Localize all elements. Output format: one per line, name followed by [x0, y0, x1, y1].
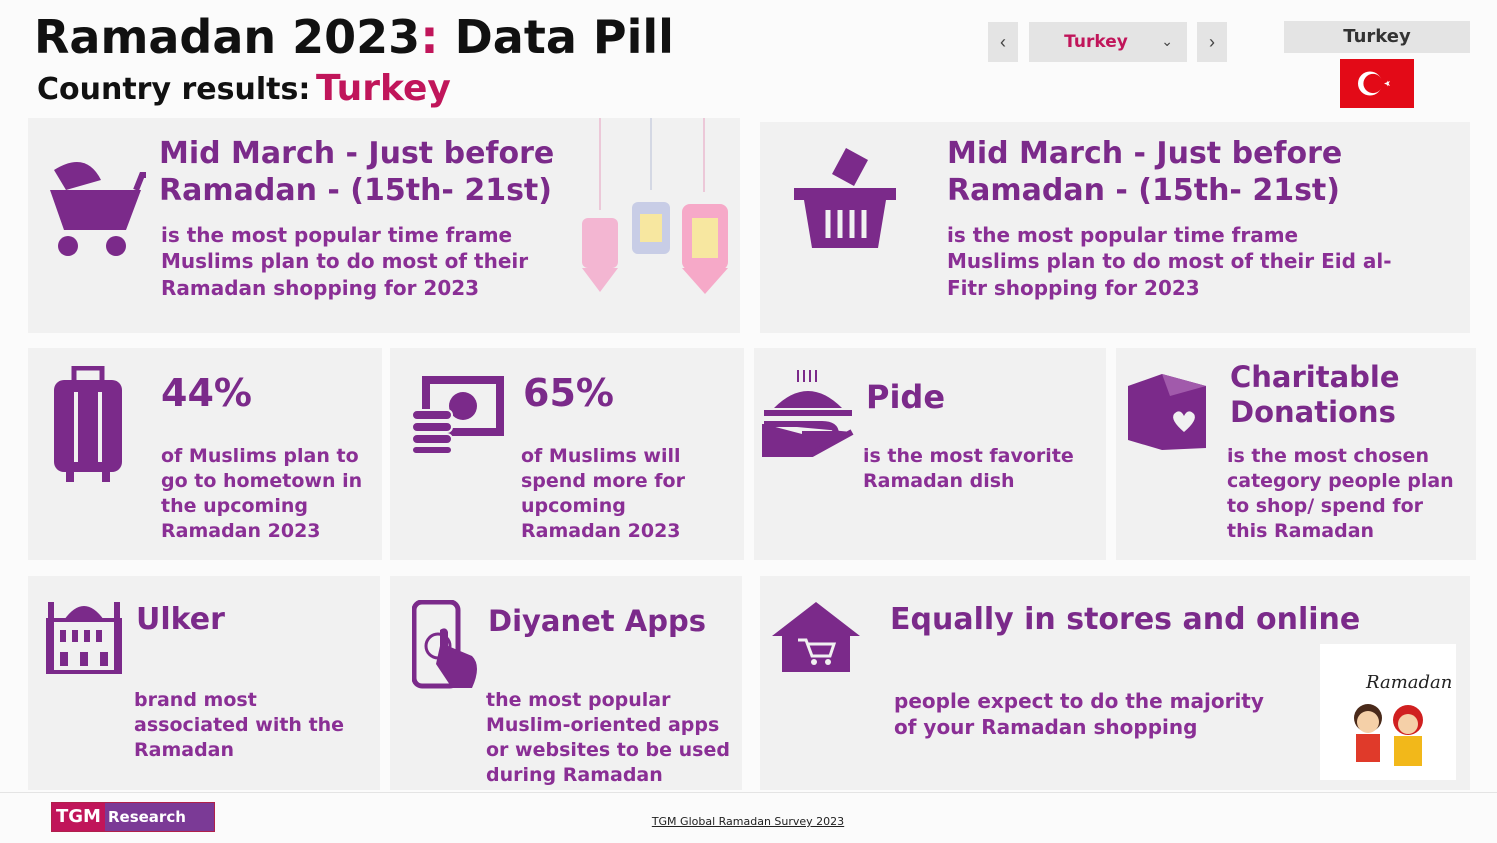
lanterns [582, 118, 728, 294]
card-description: is the most popular time frame Muslims p… [947, 223, 1392, 300]
card-description: brand most associated with the Ramadan [134, 689, 345, 762]
title: Ramadan 2023: Data Pill [34, 10, 674, 64]
flag-crescent-cut [1363, 73, 1383, 94]
card: Charitable Donations is the most chosen … [1116, 348, 1476, 560]
dropdown-value: Turkey [1064, 32, 1128, 52]
country-dropdown[interactable]: Turkey ⌄ [1029, 22, 1187, 62]
title-separator: : [420, 10, 439, 64]
store-icon [772, 602, 860, 672]
flag-label: Turkey [1284, 21, 1470, 53]
phone-icon [412, 600, 477, 689]
card-headline: Pide [866, 378, 946, 416]
country-label: Country results: [37, 72, 311, 107]
flag-star [1384, 80, 1390, 87]
card-description: is the most popular time frame Muslims p… [161, 223, 529, 300]
title-main: Ramadan 2023 [34, 10, 421, 64]
card-description: is the most favorite Ramadan dish [863, 445, 1074, 493]
stroller-icon [50, 162, 146, 256]
card: Diyanet Apps the most popular Muslim-ori… [390, 576, 742, 790]
dropdown-caret: ⌄ [1161, 34, 1173, 50]
country-name: Turkey [316, 68, 451, 109]
footer-divider [0, 792, 1497, 793]
card: 65% of Muslims will spend more for upcom… [390, 348, 744, 560]
card-headline: Diyanet Apps [488, 604, 706, 638]
card-headline: Mid March - Just before Ramadan - (15th-… [947, 136, 1343, 208]
card-headline: 65% [523, 371, 614, 415]
logo: TGM Research [51, 802, 215, 832]
basket-icon [794, 148, 896, 248]
logo-suffix: Research [107, 808, 186, 826]
card-description: is the most chosen category people plan … [1227, 445, 1454, 543]
card-description: of Muslims plan to go to hometown in the… [161, 445, 363, 543]
logo-brand: TGM [52, 803, 105, 831]
mosque-icon [46, 602, 122, 674]
illustration-text: Ramadan [1365, 672, 1452, 693]
card: 44% of Muslims plan to go to hometown in… [28, 348, 382, 560]
card: Pide is the most favorite Ramadan dish [754, 348, 1106, 560]
card-headline: Mid March - Just before Ramadan - (15th-… [159, 136, 555, 208]
flag [1340, 59, 1414, 108]
donation-box-icon [1128, 374, 1206, 450]
card: Ulker brand most associated with the Ram… [28, 576, 380, 790]
suitcase-icon [54, 366, 122, 482]
money-icon [411, 376, 504, 454]
card-headline: Equally in stores and online [890, 602, 1361, 637]
source-link[interactable]: TGM Global Ramadan Survey 2023 [651, 815, 845, 828]
card: Mid March - Just before Ramadan - (15th-… [760, 122, 1470, 333]
next-button[interactable]: › [1197, 22, 1227, 62]
ramadan-illustration: Ramadan [1320, 644, 1456, 780]
card-description: the most popular Muslim-oriented apps or… [486, 689, 730, 787]
prev-button[interactable]: ‹ [988, 22, 1018, 62]
card: Mid March - Just before Ramadan - (15th-… [28, 118, 740, 333]
title-suffix: Data Pill [454, 10, 674, 64]
card: Equally in stores and online people expe… [760, 576, 1470, 790]
dish-icon [762, 370, 854, 457]
card-description: of Muslims will spend more for upcoming … [521, 445, 685, 543]
card-description: people expect to do the majority of your… [894, 689, 1264, 740]
card-headline: Charitable Donations [1230, 360, 1400, 430]
card-headline: 44% [161, 371, 252, 415]
card-headline: Ulker [136, 602, 225, 637]
